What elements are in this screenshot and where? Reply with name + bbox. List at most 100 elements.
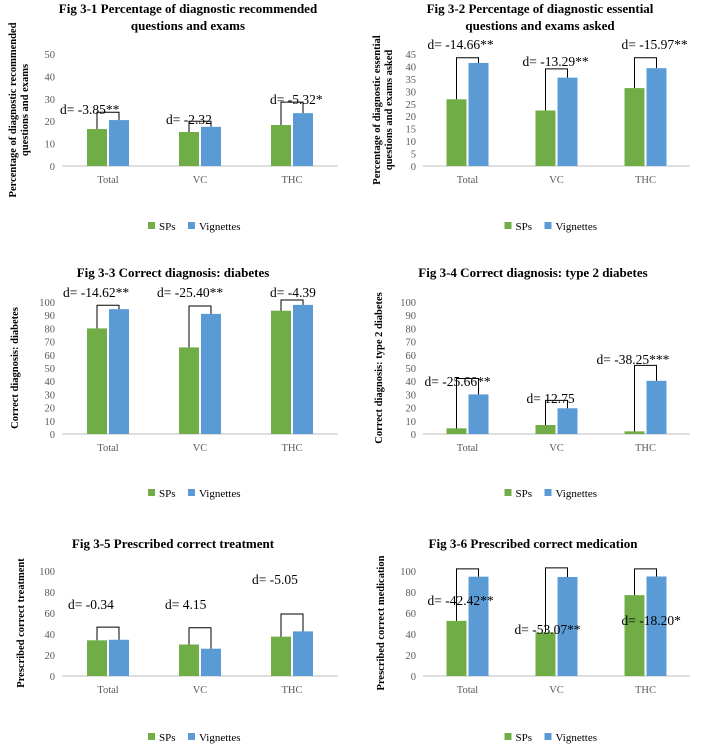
y-tick-label: 10 xyxy=(45,140,56,151)
significance-bracket xyxy=(634,568,657,596)
legend-swatch-sps xyxy=(148,733,155,740)
significance-bracket xyxy=(280,299,304,311)
y-tick-label: 20 xyxy=(406,112,417,123)
difference-label: d= -53.07** xyxy=(515,622,581,637)
bar-sps-thc xyxy=(624,595,645,676)
chart-title: Fig 3-3 Correct diagnosis: diabetes xyxy=(77,265,270,280)
difference-label: d= -3.85** xyxy=(60,102,120,117)
y-tick-label: 40 xyxy=(406,62,417,73)
bar-vignettes-vc xyxy=(201,126,221,166)
chart-panel-4: Fig 3-4 Correct diagnosis: type 2 diabet… xyxy=(374,265,690,500)
y-tick-label: 30 xyxy=(45,390,56,401)
bar-sps-thc xyxy=(271,636,291,676)
y-tick-label: 20 xyxy=(406,651,417,662)
legend: SPs Vignettes xyxy=(504,732,598,744)
y-tick-label: 10 xyxy=(406,417,417,428)
bar-sps-total xyxy=(87,328,107,434)
significance-bracket xyxy=(545,68,568,111)
difference-label: d= -15.97** xyxy=(622,37,688,52)
legend-label-vignettes: Vignettes xyxy=(556,732,598,744)
legend-swatch-vignettes xyxy=(544,222,552,229)
x-tick-label: VC xyxy=(549,175,564,186)
difference-label: d= -42.42** xyxy=(428,593,494,608)
legend: SPs Vignettes xyxy=(148,732,241,744)
bar-sps-total xyxy=(446,99,467,166)
significance-bracket xyxy=(96,626,120,641)
legend-swatch-vignettes xyxy=(188,733,195,740)
y-axis-label: Percentage of diagnostic essentialquesti… xyxy=(372,35,395,184)
x-tick-label: THC xyxy=(282,443,303,454)
significance-bracket xyxy=(545,567,568,633)
x-tick-label: Total xyxy=(457,443,479,454)
legend-label-sps: SPs xyxy=(516,221,533,233)
x-tick-label: VC xyxy=(193,175,208,186)
y-axis-label: Correct diagnosis: diabetes xyxy=(10,307,21,429)
y-tick-label: 30 xyxy=(406,390,417,401)
significance-bracket xyxy=(188,305,212,348)
chart-title: Fig 3-4 Correct diagnosis: type 2 diabet… xyxy=(418,265,647,280)
y-axis-label: Percentage of diagnostic recommendedques… xyxy=(8,22,31,197)
y-tick-label: 80 xyxy=(45,324,56,335)
difference-label: d= -13.29** xyxy=(523,54,589,69)
legend-swatch-vignettes xyxy=(544,733,552,740)
bar-sps-total xyxy=(446,428,467,434)
y-axis-label: Correct diagnosis: type 2 diabetes xyxy=(374,292,385,443)
difference-label: d= -18.20* xyxy=(622,613,682,628)
y-tick-label: 60 xyxy=(45,351,56,362)
difference-label: d= 12.75 xyxy=(527,391,575,406)
legend-swatch-vignettes xyxy=(188,222,195,229)
bar-sps-vc xyxy=(535,110,556,166)
legend: SPs Vignettes xyxy=(504,221,597,233)
significance-bracket xyxy=(188,627,212,649)
bar-vignettes-total xyxy=(468,394,489,434)
difference-label: d= -38.25*** xyxy=(597,352,670,367)
y-tick-label: 40 xyxy=(406,377,417,388)
significance-bracket xyxy=(96,304,120,329)
bar-sps-thc xyxy=(271,310,291,434)
y-tick-label: 50 xyxy=(45,50,56,61)
x-tick-label: VC xyxy=(193,685,208,696)
x-tick-label: Total xyxy=(97,175,119,186)
legend-label-sps: SPs xyxy=(159,732,176,744)
y-tick-label: 10 xyxy=(406,137,417,148)
bar-vignettes-thc xyxy=(293,631,313,676)
bar-vignettes-total xyxy=(109,639,129,676)
y-tick-label: 40 xyxy=(45,630,56,641)
bar-sps-vc xyxy=(179,131,199,166)
y-axis-label: Prescribed correct treatment xyxy=(16,558,27,688)
x-tick-label: VC xyxy=(193,443,208,454)
significance-bracket xyxy=(634,57,657,89)
bar-sps-vc xyxy=(535,425,556,434)
x-tick-label: Total xyxy=(97,685,119,696)
significance-bracket xyxy=(545,399,568,426)
y-tick-label: 0 xyxy=(50,430,55,441)
legend-label-vignettes: Vignettes xyxy=(199,488,241,500)
y-tick-label: 20 xyxy=(45,117,56,128)
significance-bracket xyxy=(280,613,304,637)
chart-title: Fig 3-2 Percentage of diagnostic essenti… xyxy=(427,1,654,16)
legend-label-vignettes: Vignettes xyxy=(199,732,241,744)
y-tick-label: 5 xyxy=(411,150,416,161)
difference-label: d= 4.15 xyxy=(165,597,207,612)
bar-sps-total xyxy=(87,129,107,166)
bar-vignettes-thc xyxy=(646,380,667,434)
bar-vignettes-thc xyxy=(293,113,313,166)
legend-label-sps: SPs xyxy=(516,732,533,744)
chart-title: questions and exams xyxy=(131,18,245,33)
bar-vignettes-vc xyxy=(201,648,221,676)
bar-sps-total xyxy=(87,640,107,676)
y-tick-label: 0 xyxy=(50,162,55,173)
legend-swatch-vignettes xyxy=(544,489,552,496)
chart-title: Fig 3-5 Prescribed correct treatment xyxy=(72,536,275,551)
significance-bracket xyxy=(456,378,479,429)
x-tick-label: THC xyxy=(282,175,303,186)
bar-vignettes-thc xyxy=(646,68,667,166)
y-tick-label: 60 xyxy=(45,609,56,620)
y-tick-label: 10 xyxy=(45,417,56,428)
legend-label-sps: SPs xyxy=(159,488,176,500)
chart-panel-5: Fig 3-5 Prescribed correct treatment Pres… xyxy=(16,536,338,744)
y-tick-label: 90 xyxy=(406,311,417,322)
legend-swatch-sps xyxy=(148,222,155,229)
y-tick-label: 70 xyxy=(406,338,417,349)
legend: SPs Vignettes xyxy=(148,221,241,233)
